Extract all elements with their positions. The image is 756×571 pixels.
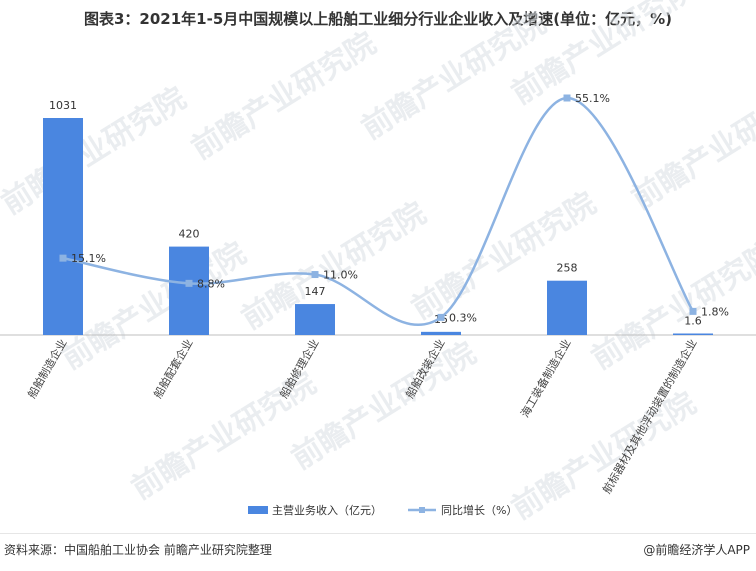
bar — [169, 246, 209, 335]
chart-title: 图表3：2021年1-5月中国规模以上船舶工业细分行业企业收入及增速(单位：亿元… — [83, 10, 673, 28]
bar-value-label: 258 — [557, 262, 578, 275]
legend-bar-label: 主营业务收入（亿元） — [272, 503, 382, 517]
bar — [43, 118, 83, 335]
bar-value-label: 420 — [179, 228, 200, 241]
growth-marker — [311, 271, 319, 279]
growth-value-label: 11.0% — [323, 269, 358, 282]
growth-marker — [563, 94, 571, 102]
growth-data-labels: 15.1% 8.8% 11.0% 0.3% 55.1% 1.8% — [71, 92, 729, 324]
growth-marker — [437, 313, 445, 321]
legend-line-label: 同比增长（%） — [441, 503, 517, 517]
watermark-layer: 前瞻产业研究院前瞻产业研究院前瞻产业研究院前瞻产业研究院前瞻产业研究院前瞻产业研… — [0, 0, 756, 527]
bar-data-labels: 1031420147152581.6 — [49, 99, 702, 328]
legend-bar-swatch — [248, 506, 268, 514]
watermark-text: 前瞻产业研究院 — [586, 236, 756, 377]
bar — [673, 333, 713, 335]
x-tick-label: 海工装备制造企业 — [517, 337, 573, 420]
bar-value-label: 147 — [305, 285, 326, 298]
growth-value-label: 8.8% — [197, 277, 225, 290]
growth-value-label: 1.8% — [701, 305, 729, 318]
bar-value-label: 1.6 — [684, 315, 702, 328]
growth-value-label: 0.3% — [449, 311, 477, 324]
growth-value-label: 55.1% — [575, 92, 610, 105]
watermark-text: 前瞻产业研究院 — [0, 81, 192, 222]
source-note: 资料来源：中国船舶工业协会 前瞻产业研究院整理 — [4, 543, 272, 557]
legend: 主营业务收入（亿元） 同比增长（%） — [248, 503, 517, 517]
watermark-text: 前瞻产业研究院 — [626, 76, 756, 217]
bar-value-label: 1031 — [49, 99, 77, 112]
legend-line-marker — [419, 507, 425, 513]
growth-value-label: 15.1% — [71, 252, 106, 265]
x-tick-label: 船舶配套企业 — [150, 337, 195, 401]
bar — [547, 280, 587, 335]
brand-credit: @前瞻经济学人APP — [643, 543, 750, 557]
x-tick-label: 船舶制造企业 — [24, 337, 69, 401]
growth-marker — [185, 279, 193, 287]
bar — [295, 304, 335, 335]
growth-marker — [689, 307, 697, 315]
growth-markers — [59, 94, 697, 321]
bar-series — [43, 118, 713, 335]
growth-marker — [59, 254, 67, 262]
watermark-text: 前瞻产业研究院 — [186, 26, 383, 167]
bar — [421, 331, 461, 335]
watermark-text: 前瞻产业研究院 — [286, 336, 483, 477]
footer-divider — [0, 533, 756, 534]
